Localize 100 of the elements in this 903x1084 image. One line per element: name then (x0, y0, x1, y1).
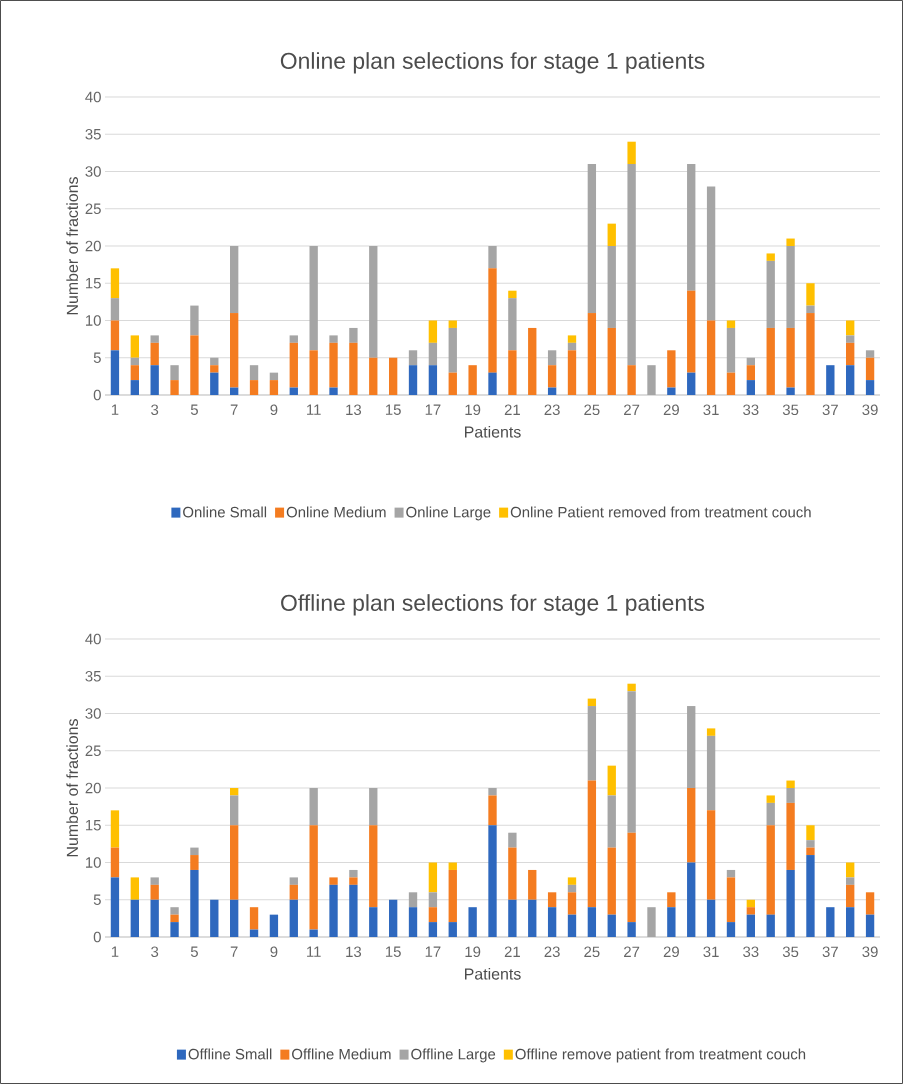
bar (806, 855, 815, 937)
bar (846, 320, 855, 336)
bar (786, 387, 795, 395)
x-tick-label: 5 (190, 404, 198, 415)
bar (230, 899, 239, 937)
bar (746, 365, 756, 381)
legend-label: Offline Large (411, 1048, 496, 1063)
bar (786, 327, 795, 388)
bar (150, 899, 159, 937)
bar (726, 372, 736, 395)
bar (508, 298, 517, 351)
x-tick-label: 31 (703, 404, 719, 416)
bar (627, 691, 636, 833)
bar (110, 350, 120, 395)
bar (865, 914, 875, 937)
y-tick-label: 0 (93, 389, 101, 401)
bar (428, 907, 438, 923)
x-tick-label: 37 (822, 946, 838, 958)
bar (488, 825, 497, 937)
x-tick-label: 29 (663, 946, 679, 958)
bar (329, 884, 338, 937)
bar (110, 298, 120, 321)
y-axis-title: Number of fractions (66, 719, 79, 857)
bar (448, 862, 457, 870)
bar (408, 907, 418, 937)
bar (567, 914, 577, 937)
bar (488, 372, 497, 395)
y-tick-label: 40 (85, 91, 101, 103)
bar (309, 245, 318, 351)
x-tick-label: 25 (584, 404, 600, 416)
bar (726, 877, 736, 923)
bar (289, 387, 298, 395)
bar (687, 164, 696, 291)
bar (567, 342, 577, 351)
bar (488, 788, 497, 796)
bar (309, 825, 318, 930)
bar (528, 899, 537, 937)
bar (150, 884, 159, 900)
bar (448, 320, 457, 328)
bar (369, 245, 378, 358)
bar (547, 892, 557, 908)
bar (508, 899, 517, 937)
x-tick-label: 31 (703, 946, 719, 958)
bar (587, 698, 597, 707)
bar (567, 884, 577, 893)
bar (309, 350, 318, 395)
bar (687, 290, 696, 373)
bar (309, 929, 318, 937)
bar (687, 706, 696, 788)
bar (269, 380, 279, 395)
chart-title: Online plan selections for stage 1 patients (280, 52, 705, 74)
bar (210, 357, 219, 366)
bar (170, 365, 179, 381)
bar (667, 907, 676, 937)
bar (210, 365, 219, 373)
bar (726, 320, 736, 328)
bar (230, 387, 239, 395)
x-tick-label: 27 (624, 946, 640, 957)
y-tick-label: 30 (85, 166, 101, 177)
bar (766, 260, 775, 328)
bar (846, 862, 855, 878)
bar (369, 357, 378, 395)
bar (627, 365, 636, 395)
x-tick-label: 5 (190, 946, 198, 957)
bar (826, 907, 835, 937)
bar (706, 735, 716, 811)
bar (210, 372, 219, 395)
bar (587, 907, 597, 937)
bar (746, 914, 756, 937)
bar (846, 342, 855, 366)
bar (190, 855, 199, 870)
bar (826, 365, 835, 395)
y-axis-title: Number of fractions (66, 177, 79, 315)
bar (329, 877, 338, 885)
bar (428, 320, 438, 343)
bar (289, 342, 298, 388)
bar (627, 683, 636, 692)
bar (289, 877, 298, 885)
bar (130, 877, 139, 900)
x-tick-label: 21 (504, 946, 520, 957)
bar (667, 387, 676, 395)
bar (150, 342, 159, 366)
bar (488, 795, 497, 826)
bar (349, 877, 358, 885)
bar (647, 365, 656, 395)
bar (329, 342, 338, 388)
bar (388, 357, 398, 395)
bar (249, 929, 259, 937)
x-tick-label: 39 (862, 404, 878, 416)
bar (687, 862, 696, 937)
x-tick-label: 25 (584, 946, 600, 958)
bar (726, 869, 736, 878)
bar (130, 335, 139, 358)
x-tick-label: 13 (346, 404, 362, 416)
y-tick-label: 30 (85, 708, 101, 719)
bar (190, 869, 199, 937)
bar (726, 922, 736, 937)
bar (607, 223, 616, 246)
bar (786, 788, 795, 803)
bar (230, 313, 239, 388)
